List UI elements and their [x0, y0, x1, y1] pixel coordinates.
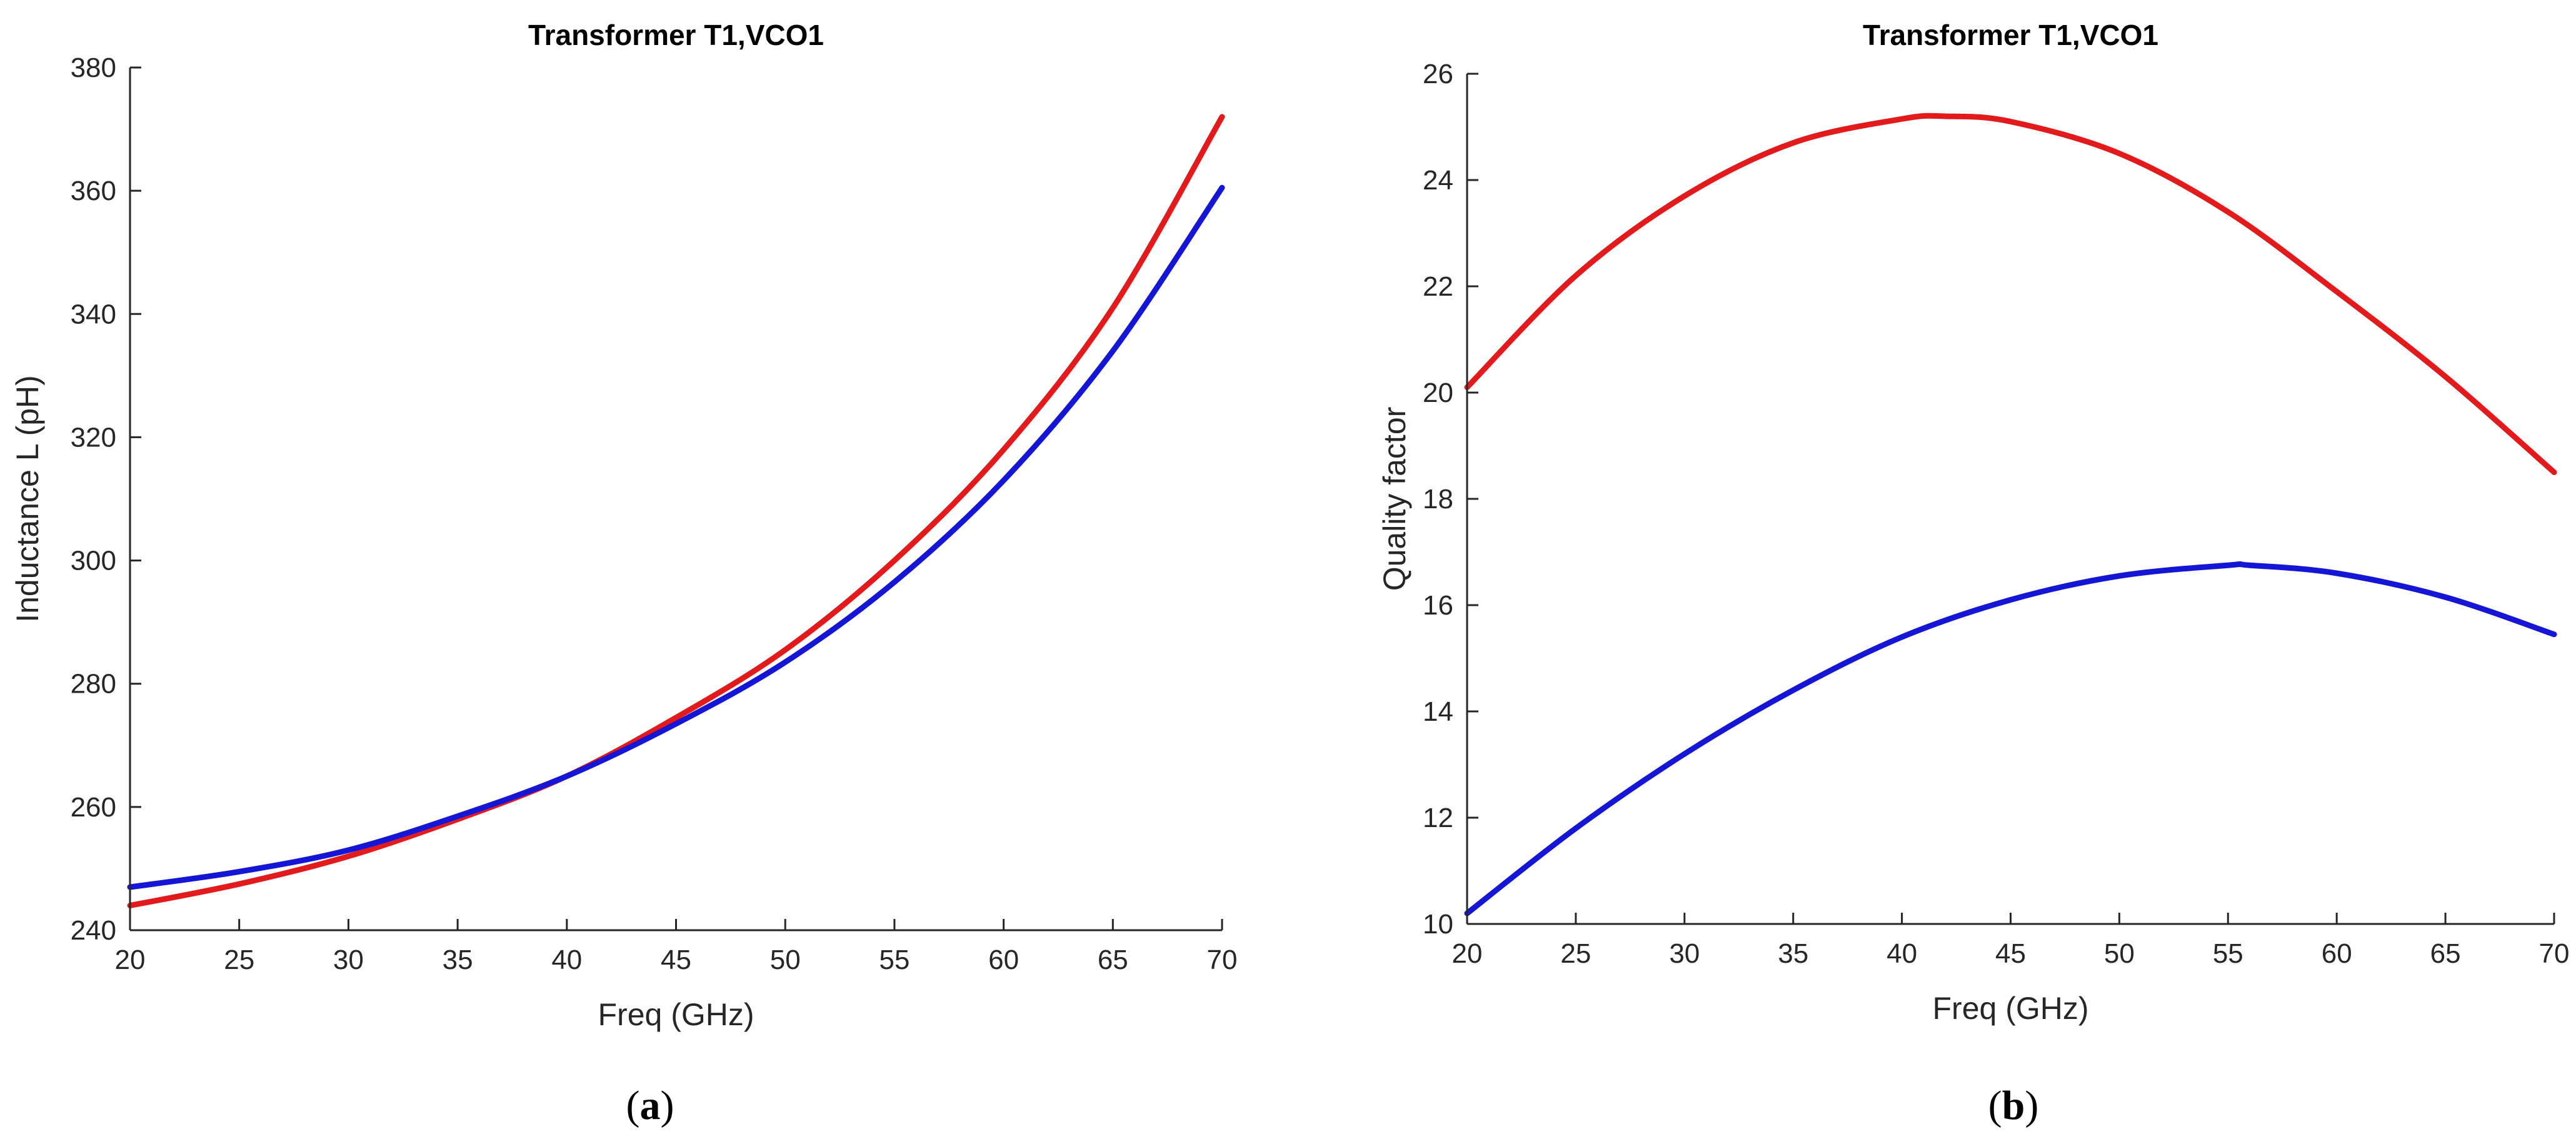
x-tick-label: 20 [115, 945, 146, 975]
x-tick-label: 55 [2213, 938, 2243, 969]
chart-panel-b: Transformer T1,VCO1 20 25 30 35 40 45 50 55 60 65… [1377, 19, 2569, 1128]
x-axis-label: Freq (GHz) [598, 997, 754, 1032]
x-tick-label: 30 [1669, 938, 1700, 969]
series-line-red [1464, 113, 2557, 475]
y-tick-label: 360 [71, 176, 116, 206]
y-tick-label: 10 [1423, 909, 1453, 940]
x-tick-label: 35 [443, 945, 473, 975]
x-tick-label: 60 [988, 945, 1019, 975]
chart-title: Transformer T1,VCO1 [1863, 19, 2158, 51]
panel-label-letter: a [640, 1083, 661, 1128]
y-tick-label: 320 [71, 422, 116, 453]
y-axis-label: Quality factor [1377, 407, 1412, 591]
x-tick-label: 70 [2539, 938, 2570, 969]
x-tick-label: 70 [1207, 945, 1238, 975]
y-tick-label: 340 [71, 299, 116, 329]
y-tick-label: 240 [71, 915, 116, 946]
plot-area: 20 25 30 35 40 45 50 55 60 65 70 10 12 14 16 18 20 22 24 26 [1423, 59, 2569, 969]
y-tick-label: 260 [71, 792, 116, 823]
chart-panel-a: Transformer T1,VCO1 20 25 30 35 40 45 50 55 60 65… [10, 19, 1237, 1128]
plot-area: 20 25 30 35 40 45 50 55 60 65 70 240 260 280 300 320 340… [71, 53, 1238, 975]
x-tick-label: 45 [661, 945, 691, 975]
x-tick-label: 40 [1887, 938, 1917, 969]
x-tick-label: 65 [1098, 945, 1128, 975]
x-tick-label: 25 [224, 945, 254, 975]
x-tick-label: 60 [2322, 938, 2352, 969]
x-tick-label: 35 [1778, 938, 1808, 969]
x-tick-label: 45 [1995, 938, 2026, 969]
y-tick-label: 26 [1423, 59, 1453, 89]
x-tick-label: 40 [551, 945, 582, 975]
y-tick-label: 20 [1423, 378, 1453, 408]
panel-label-a: (a) [626, 1083, 674, 1128]
x-tick-label: 20 [1452, 938, 1483, 969]
series-line-red [127, 114, 1225, 909]
y-axis-label: Inductance L (pH) [10, 375, 45, 623]
panel-label-open-paren: ( [626, 1083, 640, 1128]
x-tick-label: 50 [2104, 938, 2135, 969]
y-tick-label: 12 [1423, 803, 1453, 833]
y-tick-label: 18 [1423, 484, 1453, 514]
panel-label-letter: b [2002, 1083, 2025, 1128]
panel-label-b: (b) [1988, 1083, 2039, 1128]
panel-label-close-paren: ) [661, 1083, 674, 1128]
y-tick-label: 280 [71, 669, 116, 700]
x-tick-label: 65 [2430, 938, 2461, 969]
y-tick-label: 16 [1423, 590, 1453, 621]
chart-title: Transformer T1,VCO1 [528, 19, 824, 51]
x-axis-label: Freq (GHz) [1933, 991, 2089, 1026]
y-tick-label: 14 [1423, 696, 1453, 727]
y-tick-label: 22 [1423, 271, 1453, 302]
panel-label-close-paren: ) [2025, 1083, 2038, 1128]
series-line-blue [1464, 561, 2557, 916]
series-line-blue [127, 184, 1225, 890]
y-tick-label: 24 [1423, 165, 1453, 196]
y-tick-label: 380 [71, 53, 116, 83]
y-tick-label: 300 [71, 546, 116, 576]
x-tick-label: 30 [333, 945, 364, 975]
x-tick-label: 25 [1560, 938, 1591, 969]
panel-label-open-paren: ( [1988, 1083, 2002, 1128]
x-tick-label: 50 [770, 945, 801, 975]
x-tick-label: 55 [879, 945, 910, 975]
